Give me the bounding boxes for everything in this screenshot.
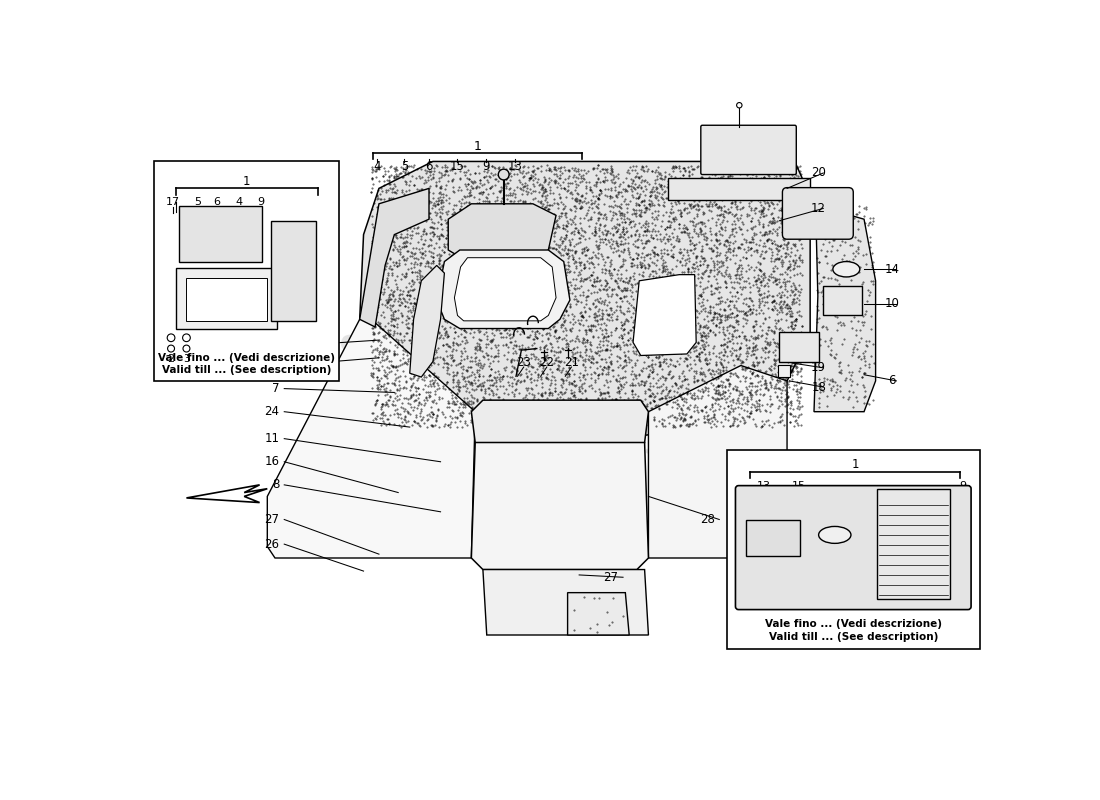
- Polygon shape: [267, 319, 475, 558]
- Text: 24: 24: [265, 405, 279, 418]
- Polygon shape: [472, 427, 649, 570]
- Text: Vale fino ... (Vedi descrizione): Vale fino ... (Vedi descrizione): [158, 353, 336, 363]
- Bar: [877, 489, 950, 599]
- Text: 8: 8: [272, 478, 279, 491]
- Polygon shape: [360, 162, 810, 442]
- Text: 2: 2: [167, 354, 175, 364]
- Text: 16: 16: [265, 455, 279, 468]
- Text: 6: 6: [426, 160, 432, 174]
- Text: 5: 5: [195, 198, 201, 207]
- Bar: [668, 178, 810, 200]
- Text: 6: 6: [213, 198, 221, 207]
- Bar: [727, 450, 979, 649]
- Text: eurospares: eurospares: [568, 411, 760, 489]
- Circle shape: [498, 169, 509, 180]
- Text: 14: 14: [884, 262, 900, 276]
- Text: 17: 17: [166, 198, 180, 207]
- Text: 9: 9: [257, 198, 265, 207]
- Text: Valid till ... (See description): Valid till ... (See description): [162, 365, 331, 375]
- Polygon shape: [634, 274, 696, 355]
- Text: 6: 6: [888, 374, 895, 387]
- Text: 5: 5: [400, 160, 408, 174]
- Bar: [823, 286, 861, 315]
- Ellipse shape: [833, 262, 860, 277]
- Circle shape: [183, 334, 190, 342]
- Text: 13: 13: [757, 481, 771, 490]
- FancyBboxPatch shape: [782, 188, 854, 239]
- Text: 11: 11: [265, 432, 279, 445]
- Text: 22: 22: [539, 356, 554, 369]
- Text: 21: 21: [564, 356, 579, 369]
- Bar: [186, 278, 266, 321]
- Text: 1: 1: [474, 139, 482, 153]
- Polygon shape: [409, 266, 444, 377]
- Polygon shape: [454, 258, 556, 321]
- Text: 4: 4: [373, 160, 381, 174]
- Polygon shape: [449, 204, 556, 262]
- Bar: [746, 519, 800, 557]
- Polygon shape: [360, 188, 429, 327]
- Text: 23: 23: [516, 356, 531, 369]
- Polygon shape: [649, 366, 788, 558]
- Text: 20: 20: [811, 166, 826, 179]
- Bar: [154, 162, 339, 381]
- Text: 4: 4: [235, 198, 242, 207]
- Bar: [271, 221, 316, 321]
- Bar: [778, 365, 790, 377]
- Text: 15: 15: [450, 160, 465, 174]
- Polygon shape: [437, 250, 570, 329]
- Polygon shape: [810, 204, 876, 412]
- Text: eurospares: eurospares: [337, 326, 529, 405]
- Text: 1: 1: [851, 458, 859, 471]
- Text: 28: 28: [700, 513, 715, 526]
- Circle shape: [167, 334, 175, 342]
- Text: 19: 19: [811, 362, 826, 374]
- Polygon shape: [568, 593, 629, 635]
- Text: 18: 18: [811, 381, 826, 394]
- Text: 26: 26: [265, 538, 279, 550]
- Text: 13: 13: [508, 160, 522, 174]
- FancyBboxPatch shape: [736, 486, 971, 610]
- FancyBboxPatch shape: [701, 126, 796, 174]
- Text: 29: 29: [265, 340, 279, 353]
- Text: 9: 9: [482, 160, 490, 174]
- Text: 25: 25: [265, 359, 279, 372]
- Text: Vale fino ... (Vedi descrizione): Vale fino ... (Vedi descrizione): [764, 619, 942, 630]
- Bar: [178, 206, 262, 262]
- Text: 15: 15: [792, 481, 805, 490]
- Circle shape: [183, 345, 190, 352]
- Polygon shape: [186, 485, 267, 502]
- Circle shape: [167, 345, 175, 352]
- Circle shape: [737, 102, 742, 108]
- Text: 1: 1: [243, 175, 251, 188]
- Bar: [176, 269, 276, 329]
- Text: 27: 27: [265, 513, 279, 526]
- Text: 10: 10: [884, 298, 899, 310]
- Polygon shape: [472, 400, 649, 442]
- Text: Valid till ... (See description): Valid till ... (See description): [769, 632, 938, 642]
- Bar: [779, 332, 820, 362]
- Text: 7: 7: [272, 382, 279, 395]
- Text: 27: 27: [604, 570, 618, 584]
- Polygon shape: [483, 570, 649, 635]
- Text: 12: 12: [811, 202, 826, 215]
- Text: 3: 3: [183, 354, 190, 364]
- Ellipse shape: [818, 526, 851, 543]
- Text: 9: 9: [959, 481, 966, 490]
